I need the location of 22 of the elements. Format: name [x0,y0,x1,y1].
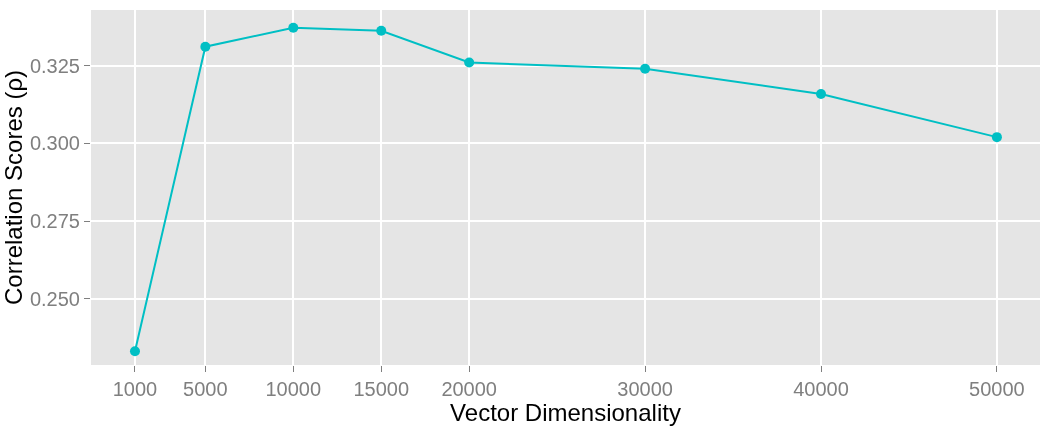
point [991,132,1002,143]
point [129,346,140,357]
x-tick-label: 10000 [265,378,322,400]
y-tick-label: 0.275 [29,210,80,233]
x-tick-label: 15000 [353,378,410,400]
point [200,41,211,52]
point [640,63,651,74]
point [376,25,387,36]
y-axis-title: Correlation Scores (ρ) [0,69,27,306]
x-axis-title: Vector Dimensionality [450,399,681,426]
x-tick-label: 40000 [793,378,849,400]
point [816,88,826,99]
point [288,22,299,33]
x-tick-label: 1000 [112,378,158,400]
point [464,57,475,68]
x-tick-label: 5000 [183,378,228,400]
x-tick-label: 30000 [617,378,673,400]
x-tick-label: 20000 [441,378,497,400]
y-tick-label: 0.325 [29,54,80,77]
y-tick-label: 0.300 [29,132,80,155]
x-tick-label: 50000 [969,378,1025,400]
y-tick-label: 0.250 [29,287,80,310]
